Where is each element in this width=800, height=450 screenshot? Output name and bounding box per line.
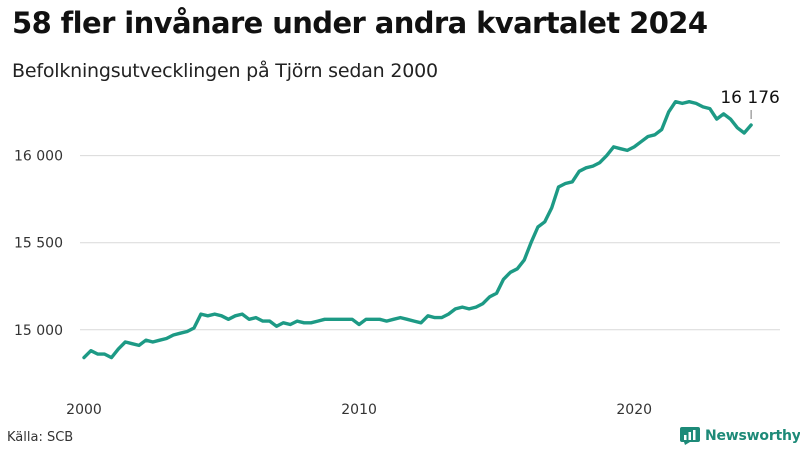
series-layer xyxy=(82,99,753,360)
newsworthy-logo-icon xyxy=(680,427,700,445)
label-layer: 15 000 15 500 16 000 2000 2010 2020 16 176 xyxy=(14,88,780,418)
x-tick-label: 2010 xyxy=(341,402,377,418)
brand-logo: Newsworthy xyxy=(680,427,800,445)
x-tick-label: 2000 xyxy=(66,402,102,418)
last-value-label: 16 176 xyxy=(720,88,779,108)
chart-subtitle: Befolkningsutvecklingen på Tjörn sedan 2… xyxy=(12,60,438,82)
source-note: Källa: SCB xyxy=(7,430,74,445)
chart-title: 58 fler invånare under andra kvartalet 2… xyxy=(12,6,708,40)
brand-name: Newsworthy xyxy=(705,428,800,444)
y-tick-label: 15 500 xyxy=(14,236,63,252)
y-tick-label: 16 000 xyxy=(14,149,63,165)
series-line xyxy=(82,99,753,360)
x-tick-label: 2020 xyxy=(616,402,652,418)
grid-layer xyxy=(80,155,780,331)
y-tick-label: 15 000 xyxy=(14,323,63,339)
